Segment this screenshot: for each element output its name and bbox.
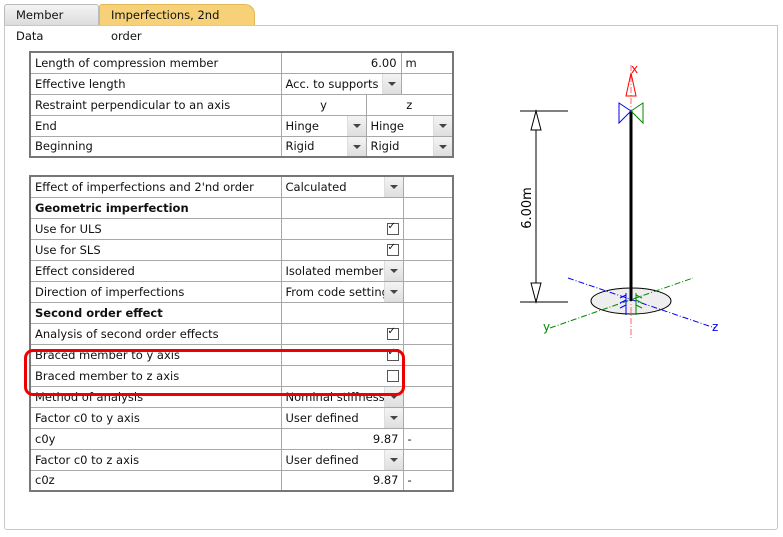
chevron-down-icon[interactable] bbox=[383, 261, 402, 280]
beginning-label: Beginning bbox=[29, 135, 282, 158]
c0z-input[interactable]: 9.87 bbox=[280, 469, 404, 492]
empty-cell bbox=[280, 196, 404, 219]
geometric-imperfection-header: Geometric imperfection bbox=[29, 196, 282, 219]
c0y-input[interactable]: 9.87 bbox=[280, 427, 404, 450]
fixed-y-icon bbox=[619, 293, 627, 315]
end-z-select[interactable]: Hinge bbox=[365, 114, 454, 137]
end-z-value: Hinge bbox=[370, 118, 405, 133]
end-y-select[interactable]: Hinge bbox=[280, 114, 367, 137]
c0z-label: c0z bbox=[29, 469, 282, 492]
chevron-down-icon[interactable] bbox=[383, 177, 402, 196]
effect-label: Effect of imperfections and 2'nd order bbox=[29, 175, 282, 198]
effect-select[interactable]: Calculated bbox=[280, 175, 404, 198]
effect-considered-label: Effect considered bbox=[29, 259, 282, 282]
fixed-z-icon bbox=[635, 293, 643, 315]
empty-cell bbox=[402, 322, 454, 345]
uls-checkbox[interactable] bbox=[386, 221, 399, 235]
direction-value: From code setting bbox=[285, 284, 389, 299]
sls-checkbox[interactable] bbox=[386, 242, 399, 256]
chevron-down-icon[interactable] bbox=[346, 137, 365, 156]
tab-member-data[interactable]: Member Data bbox=[4, 4, 99, 43]
empty-cell bbox=[280, 301, 404, 324]
restraint-y-header: y bbox=[280, 93, 367, 116]
braced-z-checkbox[interactable] bbox=[386, 369, 399, 382]
uls-label: Use for ULS bbox=[29, 217, 282, 240]
beginning-z-select[interactable]: Rigid bbox=[365, 135, 454, 158]
empty-cell bbox=[402, 343, 454, 366]
direction-label: Direction of imperfections bbox=[29, 280, 282, 303]
factor-z-select[interactable]: User defined bbox=[280, 448, 404, 471]
beginning-z-value: Rigid bbox=[370, 139, 400, 154]
dimension-label: 6.00m bbox=[520, 187, 535, 229]
factor-z-value: User defined bbox=[285, 452, 359, 467]
empty-cell bbox=[402, 175, 454, 198]
factor-y-select[interactable]: User defined bbox=[280, 406, 404, 429]
braced-y-checkbox[interactable] bbox=[386, 347, 399, 361]
empty-cell bbox=[402, 364, 454, 387]
chevron-down-icon[interactable] bbox=[381, 74, 401, 93]
end-y-value: Hinge bbox=[285, 118, 320, 133]
tab-imperfections[interactable]: Imperfections, 2nd order bbox=[99, 4, 255, 43]
y-axis-line bbox=[549, 277, 694, 329]
effect-value: Calculated bbox=[285, 179, 347, 194]
c0y-unit: - bbox=[402, 427, 454, 450]
empty-cell bbox=[402, 385, 454, 408]
beginning-y-value: Rigid bbox=[285, 139, 315, 154]
factor-z-label: Factor c0 to z axis bbox=[29, 448, 282, 471]
effective-length-select[interactable]: Acc. to supports bbox=[280, 72, 402, 95]
empty-cell bbox=[402, 259, 454, 282]
effect-considered-value: Isolated member bbox=[285, 263, 384, 278]
method-label: Method of analysis bbox=[29, 385, 282, 408]
axis-y-label: y bbox=[543, 320, 550, 334]
chevron-down-icon[interactable] bbox=[433, 137, 453, 156]
chevron-down-icon[interactable] bbox=[433, 116, 453, 135]
restraint-z-header: z bbox=[365, 93, 454, 116]
chevron-down-icon[interactable] bbox=[383, 450, 402, 469]
length-input[interactable]: 6.00 bbox=[280, 51, 402, 74]
braced-y-label: Braced member to y axis bbox=[29, 343, 282, 366]
member-diagram: 6.00m x y z bbox=[520, 62, 718, 340]
chevron-down-icon[interactable] bbox=[383, 387, 402, 406]
method-value: Nominal stiffness bbox=[285, 389, 385, 404]
analysis-label: Analysis of second order effects bbox=[29, 322, 282, 345]
empty-cell bbox=[402, 448, 454, 471]
x-arrow-icon bbox=[625, 72, 637, 97]
chevron-down-icon[interactable] bbox=[346, 116, 365, 135]
hinge-y-icon bbox=[618, 102, 632, 125]
tab-panel bbox=[4, 25, 778, 530]
empty-cell bbox=[402, 406, 454, 429]
effect-considered-select[interactable]: Isolated member bbox=[280, 259, 404, 282]
effective-length-label: Effective length bbox=[29, 72, 282, 95]
axis-z-label: z bbox=[712, 320, 718, 334]
analysis-checkbox[interactable] bbox=[386, 326, 399, 340]
restraint-label: Restraint perpendicular to an axis bbox=[29, 93, 282, 116]
empty-cell bbox=[400, 72, 454, 95]
chevron-down-icon[interactable] bbox=[383, 282, 402, 301]
length-label: Length of compression member bbox=[29, 51, 282, 74]
factor-y-label: Factor c0 to y axis bbox=[29, 406, 282, 429]
sls-label: Use for SLS bbox=[29, 238, 282, 261]
imperfections-table: Effect of imperfections and 2'nd order Ca… bbox=[29, 175, 454, 492]
member-length-table: Length of compression member 6.00 m Effect… bbox=[29, 51, 455, 158]
second-order-header: Second order effect bbox=[29, 301, 282, 324]
empty-cell bbox=[402, 196, 454, 219]
empty-cell bbox=[402, 217, 454, 240]
beginning-y-select[interactable]: Rigid bbox=[280, 135, 367, 158]
empty-cell bbox=[402, 280, 454, 303]
chevron-down-icon[interactable] bbox=[383, 408, 402, 427]
direction-select[interactable]: From code setting bbox=[280, 280, 404, 303]
empty-cell bbox=[402, 238, 454, 261]
effective-length-value: Acc. to supports bbox=[285, 76, 379, 91]
dimension-line bbox=[520, 109, 568, 304]
axis-x-label: x bbox=[631, 62, 638, 76]
c0z-unit: - bbox=[402, 469, 454, 492]
c0y-label: c0y bbox=[29, 427, 282, 450]
braced-z-label: Braced member to z axis bbox=[29, 364, 282, 387]
method-select[interactable]: Nominal stiffness bbox=[280, 385, 404, 408]
end-label: End bbox=[29, 114, 282, 137]
empty-cell bbox=[402, 301, 454, 324]
length-unit: m bbox=[400, 51, 454, 74]
hinge-z-icon bbox=[630, 102, 644, 125]
factor-y-value: User defined bbox=[285, 410, 359, 425]
